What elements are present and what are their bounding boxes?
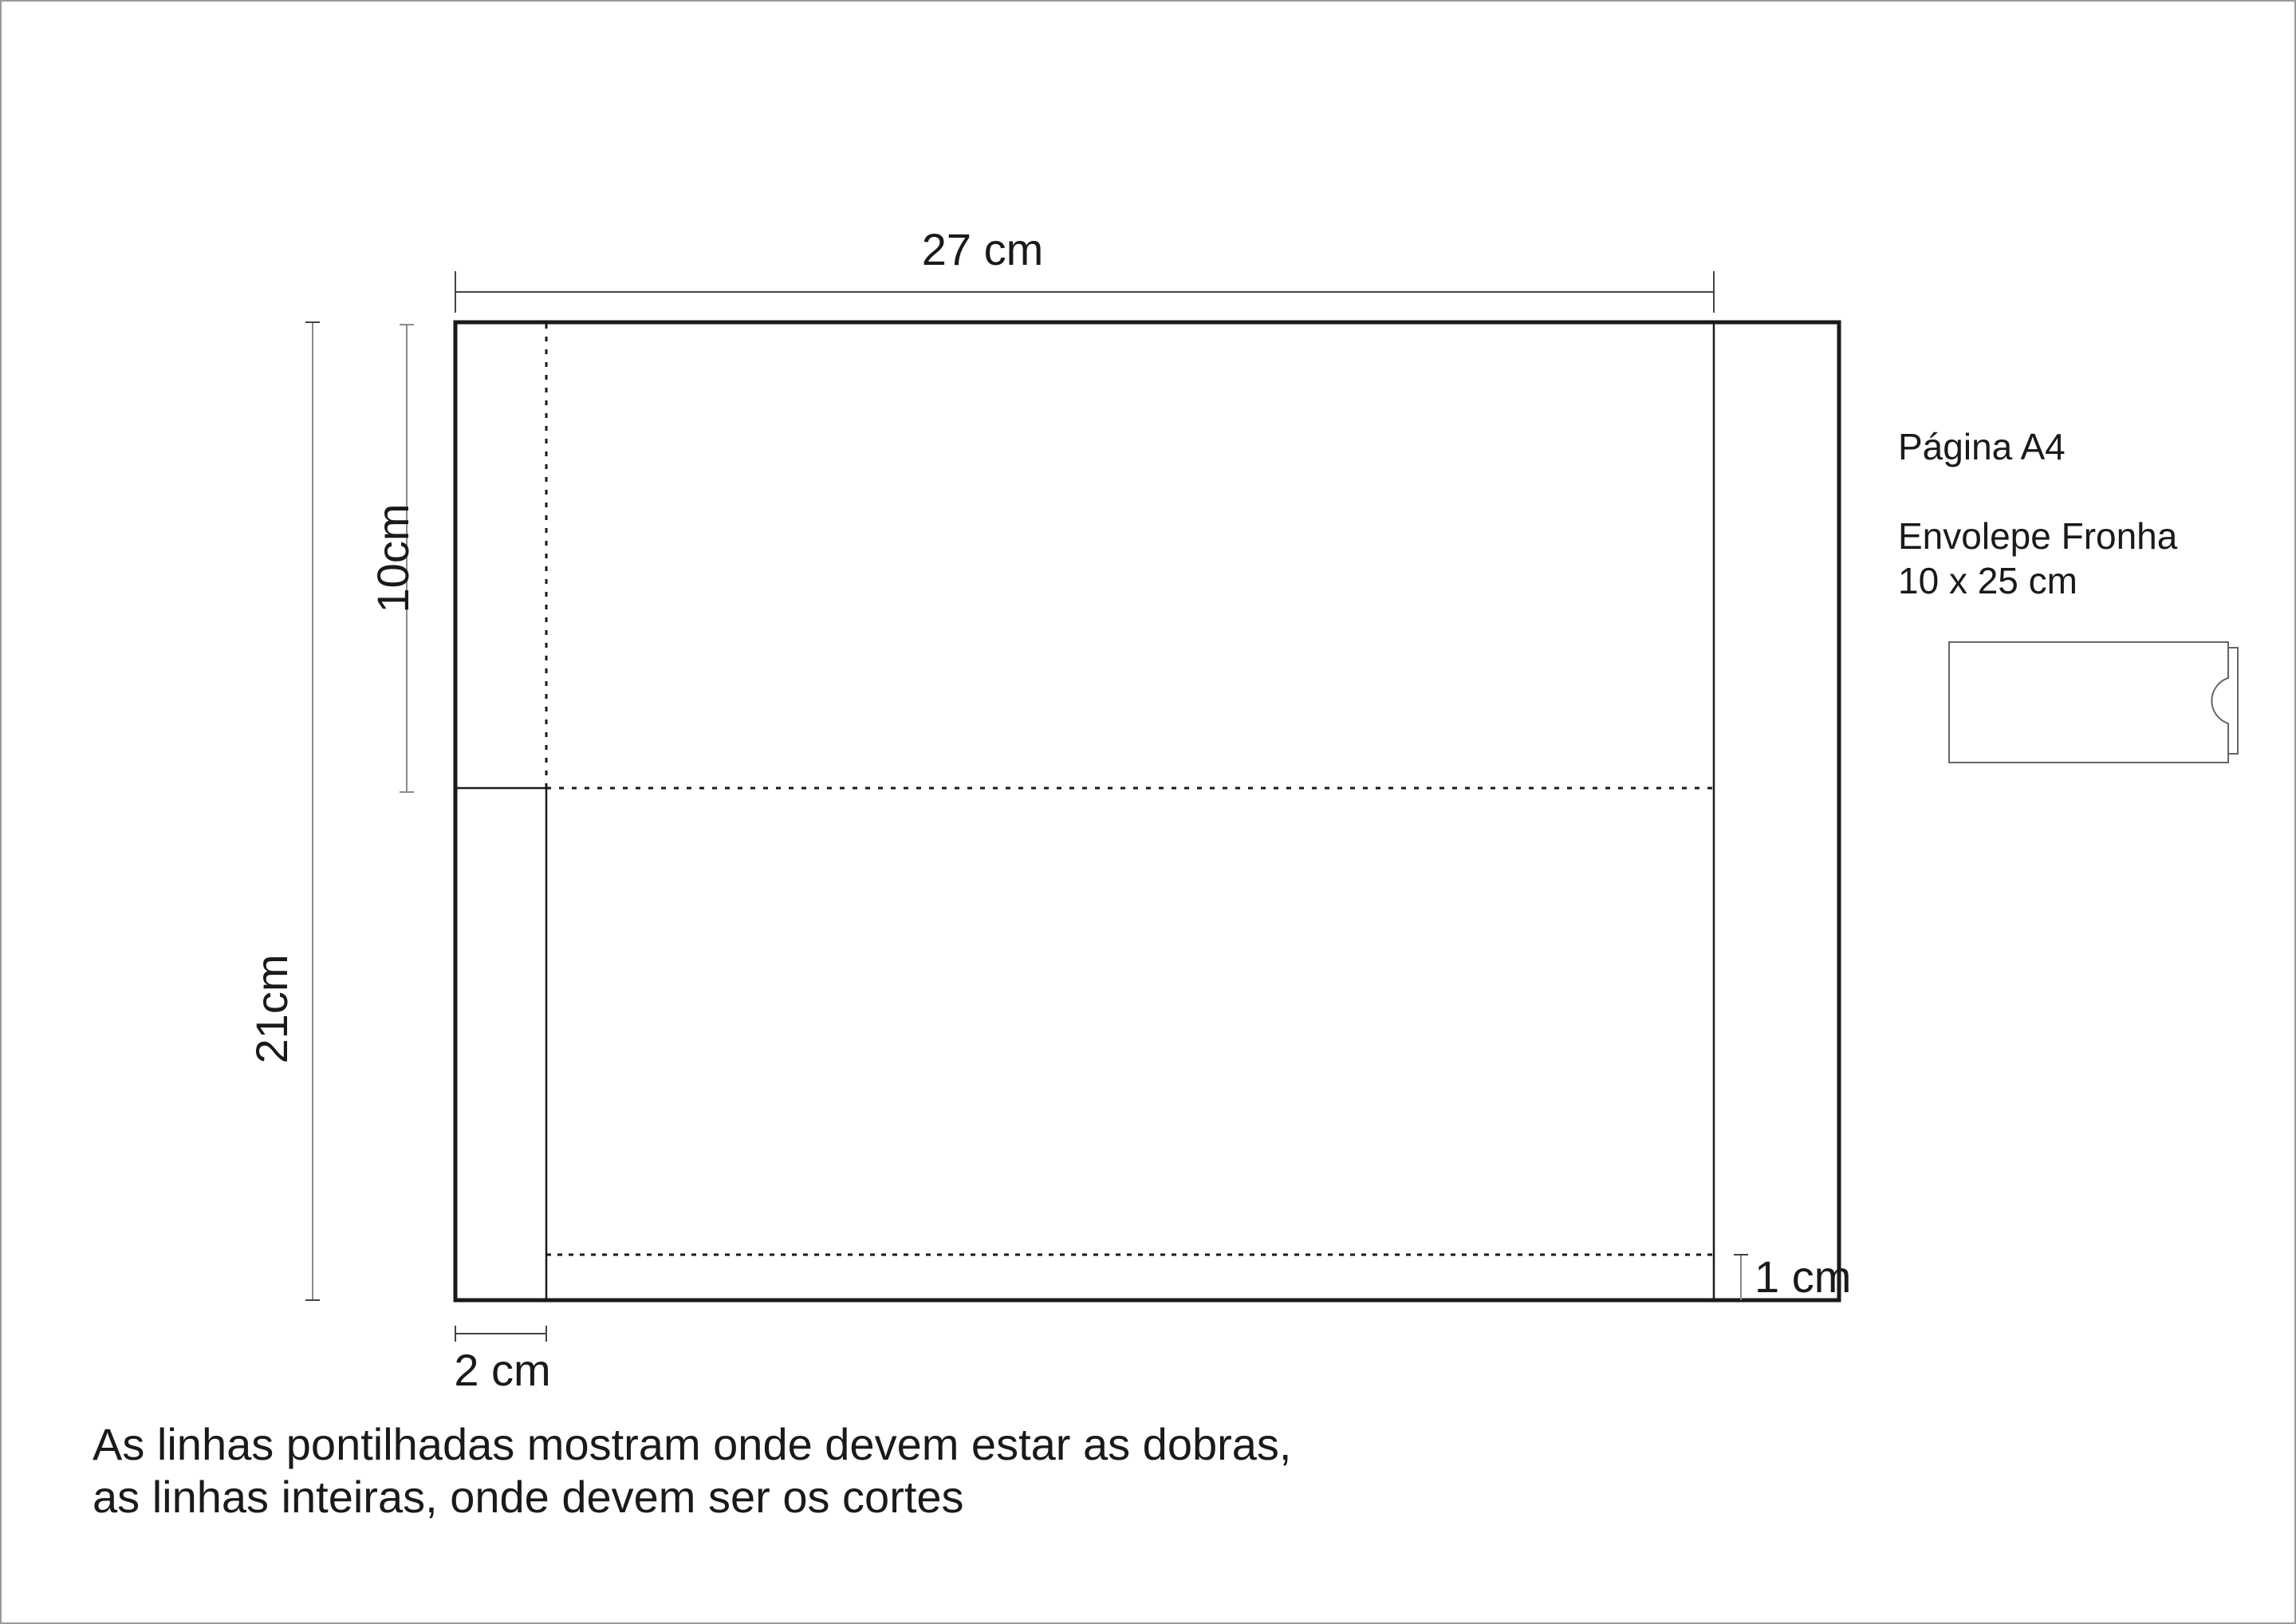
side-flap-dimension-label: 2 cm (454, 1345, 550, 1395)
envelope-title: Envolepe Fronha (1898, 515, 2178, 557)
template-outline (453, 320, 1841, 1303)
dimension-lines (305, 271, 1748, 1342)
bottom-flap-dimension-label: 1 cm (1754, 1252, 1851, 1302)
fold-dimension-label: 10cm (368, 504, 418, 613)
envelope-preview-icon (1948, 641, 2239, 763)
note-line-1: As linhas pontilhadas mostram onde devem… (93, 1419, 1291, 1469)
envelope-size: 10 x 25 cm (1898, 560, 2077, 601)
page-size-label: Página A4 (1898, 426, 2066, 467)
height-dimension-label: 21cm (246, 955, 297, 1064)
outer-cut-line (453, 320, 1841, 1303)
note-line-2: as linhas inteiras, onde devem ser os co… (93, 1472, 964, 1522)
width-dimension-label: 27 cm (922, 224, 1044, 274)
